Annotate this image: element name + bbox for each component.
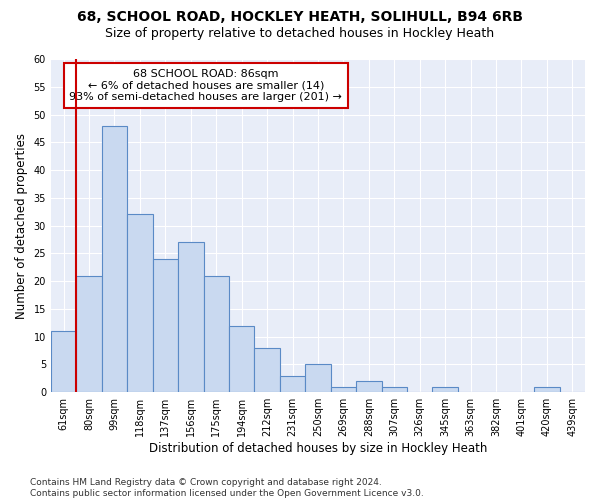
- Bar: [178, 242, 203, 392]
- Text: 68, SCHOOL ROAD, HOCKLEY HEATH, SOLIHULL, B94 6RB: 68, SCHOOL ROAD, HOCKLEY HEATH, SOLIHULL…: [77, 10, 523, 24]
- Y-axis label: Number of detached properties: Number of detached properties: [15, 132, 28, 318]
- Bar: [433, 386, 458, 392]
- Bar: [254, 348, 280, 392]
- X-axis label: Distribution of detached houses by size in Hockley Heath: Distribution of detached houses by size …: [149, 442, 487, 455]
- Bar: [102, 126, 127, 392]
- Bar: [203, 276, 229, 392]
- Bar: [280, 376, 305, 392]
- Bar: [152, 259, 178, 392]
- Bar: [356, 381, 382, 392]
- Bar: [229, 326, 254, 392]
- Text: Contains HM Land Registry data © Crown copyright and database right 2024.
Contai: Contains HM Land Registry data © Crown c…: [30, 478, 424, 498]
- Bar: [51, 331, 76, 392]
- Bar: [331, 386, 356, 392]
- Bar: [382, 386, 407, 392]
- Bar: [76, 276, 102, 392]
- Text: 68 SCHOOL ROAD: 86sqm
← 6% of detached houses are smaller (14)
93% of semi-detac: 68 SCHOOL ROAD: 86sqm ← 6% of detached h…: [70, 69, 342, 102]
- Text: Size of property relative to detached houses in Hockley Heath: Size of property relative to detached ho…: [106, 28, 494, 40]
- Bar: [305, 364, 331, 392]
- Bar: [127, 214, 152, 392]
- Bar: [534, 386, 560, 392]
